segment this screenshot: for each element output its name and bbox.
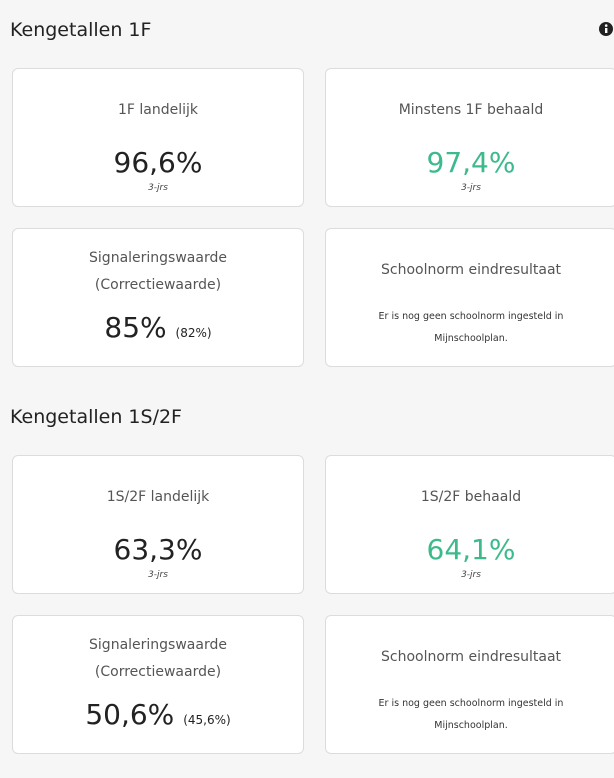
card-label: Schoolnorm eindresultaat: [380, 649, 562, 665]
card-value: 96,6%: [13, 146, 303, 180]
card-value: 50,6% (45,6%): [13, 698, 303, 737]
value-number: 64,1%: [426, 533, 516, 566]
kpi-card: Signaleringswaarde (Correctiewaarde) 85% (…: [12, 228, 304, 367]
kpi-card: Schoolnorm eindresultaat Er is nog geen s…: [325, 615, 614, 754]
card-value: 85% (82%): [13, 311, 303, 350]
value-number: 96,6%: [113, 146, 203, 179]
card-value: 63,3%: [13, 533, 303, 567]
kpi-card: Signaleringswaarde (Correctiewaarde) 50,6%…: [12, 615, 304, 754]
card-label: Minstens 1F behaald: [398, 102, 544, 118]
kpi-card: Schoolnorm eindresultaat Er is nog geen s…: [325, 228, 614, 367]
card-message: Er is nog geen schoolnorm ingesteld in M…: [378, 311, 564, 344]
value-number: 85%: [104, 311, 167, 344]
card-label: 1F landelijk: [117, 102, 199, 118]
value-number: 63,3%: [113, 533, 203, 566]
card-value: 97,4%: [326, 146, 614, 180]
kpi-card: 1S/2F behaald 64,1% 3-jrs: [325, 455, 614, 594]
card-label: 1S/2F landelijk: [106, 489, 210, 505]
kpi-card: 1F landelijk 96,6% 3-jrs: [12, 68, 304, 207]
card-label: Signaleringswaarde: [89, 637, 227, 653]
kpi-card: Minstens 1F behaald 97,4% 3-jrs: [325, 68, 614, 207]
value-extra: (82%): [175, 326, 212, 340]
card-label: (Correctiewaarde): [94, 277, 222, 293]
card-label: Signaleringswaarde: [89, 250, 227, 266]
card-note: 3-jrs: [148, 183, 168, 193]
card-note: 3-jrs: [461, 183, 481, 193]
card-label: Schoolnorm eindresultaat: [380, 262, 562, 278]
card-message: Er is nog geen schoolnorm ingesteld in M…: [378, 698, 564, 731]
card-value: 64,1%: [326, 533, 614, 567]
section-title: Kengetallen 1F: [10, 19, 152, 41]
value-extra: (45,6%): [183, 713, 231, 727]
info-icon[interactable]: [598, 21, 614, 37]
card-label: 1S/2F behaald: [420, 489, 522, 505]
section-title: Kengetallen 1S/2F: [10, 406, 182, 428]
value-number: 50,6%: [85, 698, 175, 731]
card-note: 3-jrs: [461, 570, 481, 580]
value-number: 97,4%: [426, 146, 516, 179]
card-note: 3-jrs: [148, 570, 168, 580]
kpi-card: 1S/2F landelijk 63,3% 3-jrs: [12, 455, 304, 594]
card-label: (Correctiewaarde): [94, 664, 222, 680]
